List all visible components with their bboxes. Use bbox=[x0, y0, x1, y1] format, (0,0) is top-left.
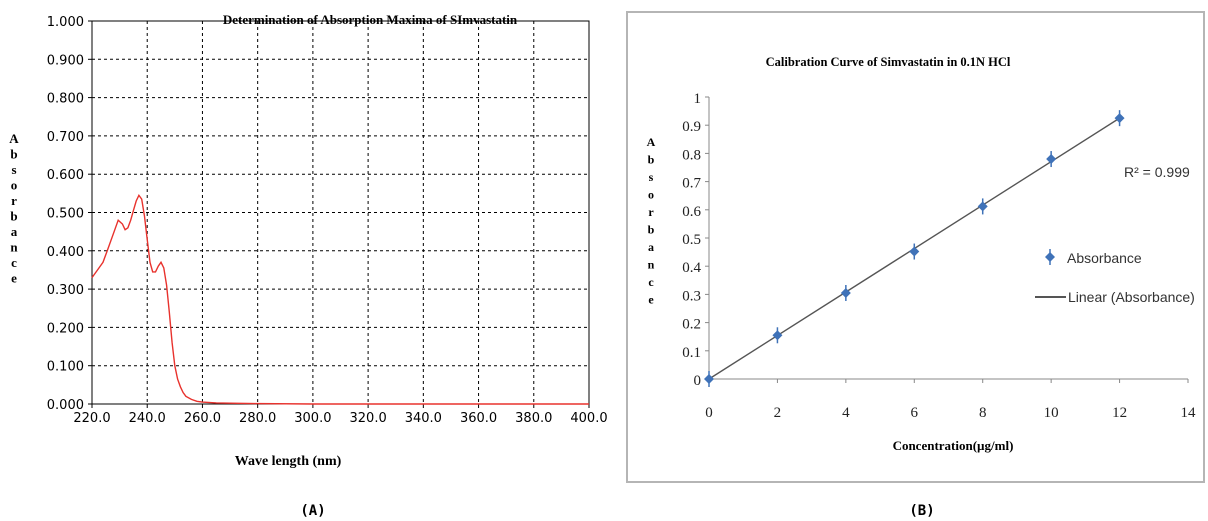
chart-b-y-tick-label: 0.7 bbox=[682, 176, 701, 192]
chart-a-y-label-letter: A bbox=[9, 131, 19, 146]
chart-a-x-tick-label: 340.0 bbox=[405, 411, 442, 426]
chart-b-y-tick-label: 1 bbox=[694, 91, 702, 107]
chart-a-y-tick-label: 0.800 bbox=[47, 92, 84, 107]
chart-b-x-tick-label: 14 bbox=[1181, 405, 1197, 421]
chart-a-y-tick-label: 0.100 bbox=[47, 360, 84, 375]
legend-marker-absorbance-glyph bbox=[1045, 249, 1055, 265]
chart-b-x-tick-label: 10 bbox=[1044, 405, 1059, 421]
chart-a-y-tick-label: 0.300 bbox=[47, 283, 84, 298]
chart-a-x-tick-label: 220.0 bbox=[73, 411, 110, 426]
chart-a-y-tick-label: 0.600 bbox=[47, 168, 84, 183]
chart-b-y-tick-label: 0.3 bbox=[682, 288, 701, 304]
chart-a-y-ticks: 0.000 0.100 0.200 0.300 0.400 0.500 0.600 0.700… bbox=[47, 15, 92, 413]
legend-marker-absorbance bbox=[1045, 249, 1055, 265]
chart-a-x-ticks: 220.0 240.0 260.0 280.0 300.0 320.0 340.0 360.0… bbox=[73, 404, 608, 426]
chart-b-data-point bbox=[977, 198, 988, 215]
chart-a-x-tick-label: 320.0 bbox=[350, 411, 387, 426]
chart-a-y-tick-label: 1.000 bbox=[47, 15, 84, 30]
chart-b-data-point bbox=[1046, 151, 1057, 168]
chart-b-x-tick-label: 0 bbox=[705, 405, 713, 421]
chart-a-y-tick-label: 0.400 bbox=[47, 245, 84, 260]
chart-a-x-axis-label: Wave length (nm) bbox=[235, 454, 342, 469]
chart-b-y-tick-label: 0.1 bbox=[682, 345, 701, 361]
chart-a-x-tick-label: 300.0 bbox=[294, 411, 331, 426]
chart-b-y-label-letter: e bbox=[648, 293, 654, 307]
chart-a-y-label-letter: r bbox=[11, 193, 17, 208]
chart-a-y-label-letter: s bbox=[11, 162, 16, 177]
chart-a-y-label-letter: e bbox=[11, 271, 17, 286]
chart-b-data-point bbox=[1114, 110, 1125, 127]
chart-b-data-point bbox=[772, 327, 783, 344]
chart-a-x-tick-label: 260.0 bbox=[184, 411, 221, 426]
chart-b-legend: Absorbance Linear (Absorbance) bbox=[1035, 249, 1195, 305]
chart-b-y-tick-label: 0.4 bbox=[682, 260, 701, 276]
chart-a-x-tick-label: 280.0 bbox=[239, 411, 276, 426]
chart-b-points bbox=[704, 110, 1125, 387]
chart-b-y-label-letter: r bbox=[648, 205, 654, 219]
chart-b-x-ticks: 0 2 4 6 8 10 12 14 bbox=[705, 379, 1196, 421]
chart-a-x-tick-label: 400.0 bbox=[570, 411, 607, 426]
chart-b-data-point bbox=[840, 284, 851, 301]
chart-b-x-tick-label: 8 bbox=[979, 405, 987, 421]
chart-a-y-label-letter: n bbox=[10, 240, 18, 255]
chart-b-y-ticks: 0 0.1 0.2 0.3 0.4 0.5 0.6 0.7 0.8 0.9 1 bbox=[682, 91, 709, 389]
chart-a-y-label-letter: b bbox=[10, 147, 17, 162]
legend-label-linear: Linear (Absorbance) bbox=[1068, 289, 1195, 305]
panel-label-a: (A) bbox=[300, 503, 325, 519]
chart-a-x-tick-label: 360.0 bbox=[460, 411, 497, 426]
chart-a-y-tick-label: 0.700 bbox=[47, 130, 84, 145]
chart-a-y-tick-label: 0.500 bbox=[47, 207, 84, 222]
chart-a-y-tick-label: 0.000 bbox=[47, 398, 84, 413]
chart-b-x-tick-label: 6 bbox=[911, 405, 919, 421]
chart-b-x-tick-label: 2 bbox=[774, 405, 782, 421]
chart-a: 0.000 0.100 0.200 0.300 0.400 0.500 0.600 0.700… bbox=[9, 12, 607, 469]
chart-a-y-label-letter: b bbox=[10, 209, 17, 224]
chart-a-y-tick-label: 0.200 bbox=[47, 321, 84, 336]
chart-b-y-label-letter: o bbox=[648, 188, 654, 202]
chart-b-x-axis-label: Concentration(µg/ml) bbox=[893, 438, 1014, 453]
chart-b-data-point bbox=[909, 243, 920, 260]
chart-b-data-point bbox=[704, 371, 714, 387]
chart-b-y-tick-label: 0.6 bbox=[682, 204, 701, 220]
chart-b-title: Calibration Curve of Simvastatin in 0.1N… bbox=[766, 55, 1011, 69]
chart-a-x-tick-label: 240.0 bbox=[129, 411, 166, 426]
chart-a-series-line bbox=[91, 193, 589, 405]
chart-a-y-label-letter: a bbox=[11, 224, 18, 239]
chart-b-y-label-letter: b bbox=[648, 153, 655, 167]
chart-a-y-label-letter: c bbox=[11, 255, 17, 270]
chart-a-y-label-letter: o bbox=[11, 178, 18, 193]
chart-a-title: Determination of Absorption Maxima of SI… bbox=[223, 12, 518, 27]
chart-b-y-label-letter: c bbox=[648, 275, 654, 289]
chart-b-y-tick-label: 0.9 bbox=[682, 119, 701, 135]
chart-b-y-label-letter: b bbox=[648, 223, 655, 237]
chart-a-y-tick-label: 0.900 bbox=[47, 53, 84, 68]
panel-label-b: (B) bbox=[909, 503, 934, 519]
chart-b-y-tick-label: 0.2 bbox=[682, 317, 701, 333]
chart-b: 0 0.1 0.2 0.3 0.4 0.5 0.6 0.7 0.8 0.9 1 0 2 4 6 8 10 12 1… bbox=[626, 11, 1205, 483]
chart-b-y-label-letter: a bbox=[648, 240, 654, 254]
chart-b-x-tick-label: 12 bbox=[1112, 405, 1127, 421]
chart-b-x-tick-label: 4 bbox=[842, 405, 850, 421]
chart-b-y-label-letter: n bbox=[648, 258, 655, 272]
chart-b-y-label-letter: s bbox=[649, 170, 654, 184]
chart-b-y-tick-label: 0 bbox=[694, 373, 702, 389]
legend-label-absorbance: Absorbance bbox=[1067, 250, 1142, 266]
chart-a-grid bbox=[92, 21, 589, 404]
chart-b-y-tick-label: 0.8 bbox=[682, 147, 701, 163]
chart-b-r-squared: R² = 0.999 bbox=[1124, 164, 1190, 180]
chart-a-x-tick-label: 380.0 bbox=[515, 411, 552, 426]
chart-b-y-tick-label: 0.5 bbox=[682, 232, 701, 248]
chart-b-y-label-letter: A bbox=[647, 135, 656, 149]
